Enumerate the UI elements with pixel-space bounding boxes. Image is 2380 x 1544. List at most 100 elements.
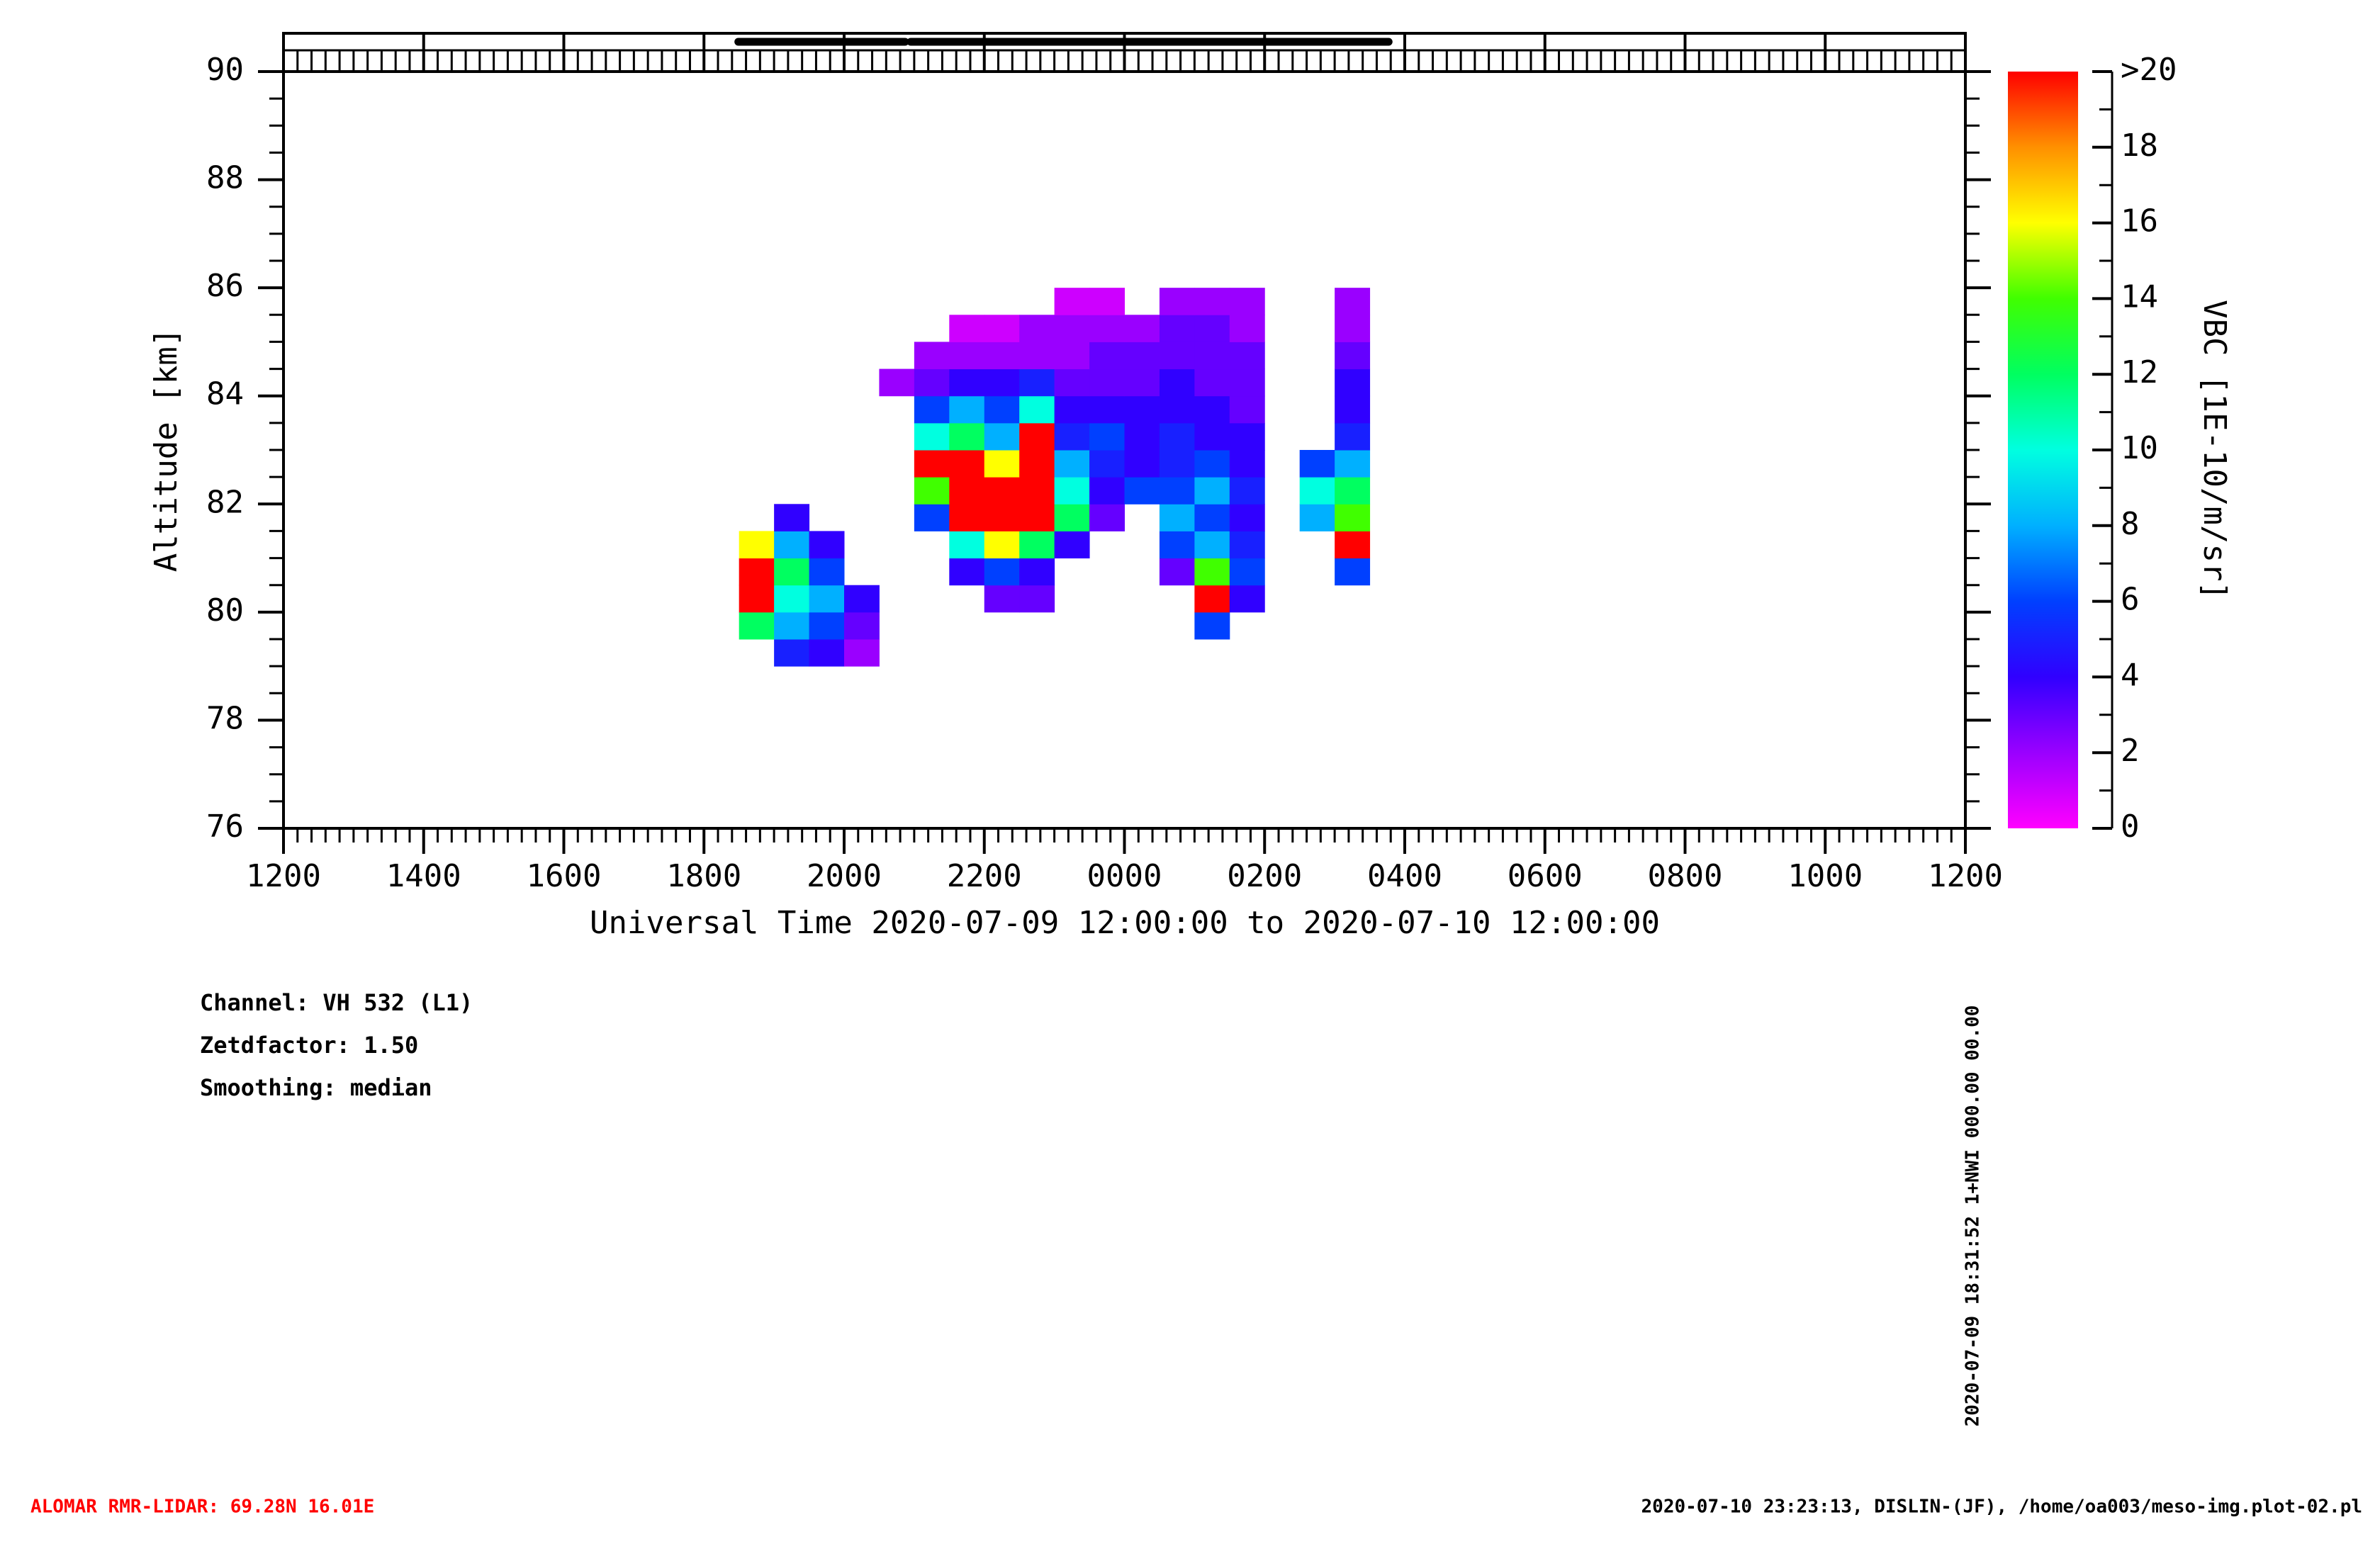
x-tick-label: 1400 — [386, 858, 461, 894]
heat-cell — [1194, 450, 1230, 478]
x-tick-label: 0000 — [1087, 858, 1162, 894]
heat-cell — [1194, 288, 1230, 315]
heat-cell — [1019, 422, 1055, 451]
heat-cell — [1335, 558, 1371, 586]
heat-cell — [949, 531, 985, 559]
heat-cell — [984, 422, 1020, 451]
heat-cell — [1019, 558, 1055, 586]
x-tick-label: 0200 — [1227, 858, 1302, 894]
heat-cell — [1124, 422, 1160, 451]
x-axis-label: Universal Time 2020-07-09 12:00:00 to 20… — [590, 905, 1660, 941]
heat-cell — [1335, 450, 1371, 478]
footer-left: ALOMAR RMR-LIDAR: 69.28N 16.01E — [30, 1497, 374, 1518]
x-tick-label: 1800 — [666, 858, 741, 894]
heat-cell — [809, 612, 845, 640]
heat-cell — [984, 585, 1020, 613]
heat-cell — [984, 558, 1020, 586]
y-tick-label: 90 — [206, 52, 244, 88]
heat-cell — [1229, 450, 1265, 478]
heat-cell — [1335, 395, 1371, 424]
colorbar-tick-label: 16 — [2121, 203, 2158, 240]
colorbar-tick-label: 4 — [2121, 657, 2140, 693]
heat-cell — [1229, 477, 1265, 505]
heat-cell — [1159, 531, 1195, 559]
heat-cell — [879, 368, 915, 397]
info-line: Zetdfactor: 1.50 — [200, 1032, 418, 1059]
heat-cell — [949, 368, 985, 397]
heat-cell — [1159, 288, 1195, 315]
heat-cell — [1299, 504, 1335, 531]
heat-cell — [984, 531, 1020, 559]
heat-cell — [1194, 531, 1230, 559]
heat-cell — [809, 639, 845, 667]
heat-cell — [1229, 395, 1265, 424]
heat-cell — [984, 315, 1020, 342]
heat-cell — [1089, 315, 1125, 342]
heat-cell — [1335, 315, 1371, 342]
x-tick-label: 1200 — [1928, 858, 2003, 894]
heat-cell — [1299, 450, 1335, 478]
heat-cell — [1054, 504, 1090, 531]
heat-cell — [1019, 585, 1055, 613]
heat-cell — [1089, 342, 1125, 370]
colorbar-tick-label: 10 — [2121, 430, 2158, 466]
heat-cell — [1019, 450, 1055, 478]
colorbar-label: VBC [1E-10/m/sr] — [2196, 300, 2233, 600]
heat-cell — [1089, 422, 1125, 451]
y-tick-label: 84 — [206, 376, 244, 412]
heat-cell — [774, 558, 810, 586]
heat-cell — [844, 585, 880, 613]
colorbar-tick-label: 0 — [2121, 808, 2140, 845]
heat-cell — [914, 450, 950, 478]
heat-cell — [1054, 342, 1090, 370]
heat-cell — [1124, 342, 1160, 370]
y-tick-label: 88 — [206, 160, 244, 196]
heat-cell — [914, 422, 950, 451]
heat-cell — [949, 450, 985, 478]
heat-cell — [1019, 342, 1055, 370]
heat-cell — [1229, 288, 1265, 315]
heat-cell — [1019, 531, 1055, 559]
heat-cell — [1159, 504, 1195, 531]
colorbar-tick-label: 18 — [2121, 128, 2158, 164]
heat-cell — [1194, 558, 1230, 586]
heat-cell — [774, 531, 810, 559]
heat-cell — [1054, 450, 1090, 478]
heat-cell — [1229, 342, 1265, 370]
heat-cell — [1335, 531, 1371, 559]
heat-cell — [1159, 368, 1195, 397]
heat-cell — [1159, 315, 1195, 342]
heat-cell — [984, 477, 1020, 505]
heat-cell — [949, 422, 985, 451]
heat-cell — [949, 315, 985, 342]
heat-cell — [1124, 395, 1160, 424]
colorbar-tick-label: 14 — [2121, 278, 2158, 315]
heat-cell — [1299, 477, 1335, 505]
heat-cell — [914, 395, 950, 424]
heat-cell — [1335, 477, 1371, 505]
y-tick-label: 82 — [206, 484, 244, 520]
y-axis-label: Altitude [km] — [148, 328, 184, 572]
heat-cell — [1335, 504, 1371, 531]
heat-cell — [1089, 368, 1125, 397]
heat-cell — [1229, 504, 1265, 531]
x-tick-label: 0400 — [1367, 858, 1442, 894]
heat-cell — [1054, 477, 1090, 505]
heat-cell — [1054, 422, 1090, 451]
heat-cell — [984, 450, 1020, 478]
heat-cell — [984, 504, 1020, 531]
footer-right: 2020-07-10 23:23:13, DISLIN-(JF), /home/… — [1641, 1497, 2362, 1518]
x-tick-label: 0800 — [1648, 858, 1723, 894]
heat-cell — [1335, 288, 1371, 315]
heat-cell — [914, 368, 950, 397]
x-tick-label: 0600 — [1508, 858, 1583, 894]
heat-cell — [844, 612, 880, 640]
stamp: 2020-07-09 18:31:52 1+NWI 000.00 00.00 — [1963, 1005, 1984, 1427]
heat-cell — [949, 477, 985, 505]
heat-cell — [774, 585, 810, 613]
info-line: Smoothing: median — [200, 1074, 432, 1101]
heat-cell — [914, 477, 950, 505]
heat-cell — [1159, 477, 1195, 505]
heat-cell — [1194, 422, 1230, 451]
